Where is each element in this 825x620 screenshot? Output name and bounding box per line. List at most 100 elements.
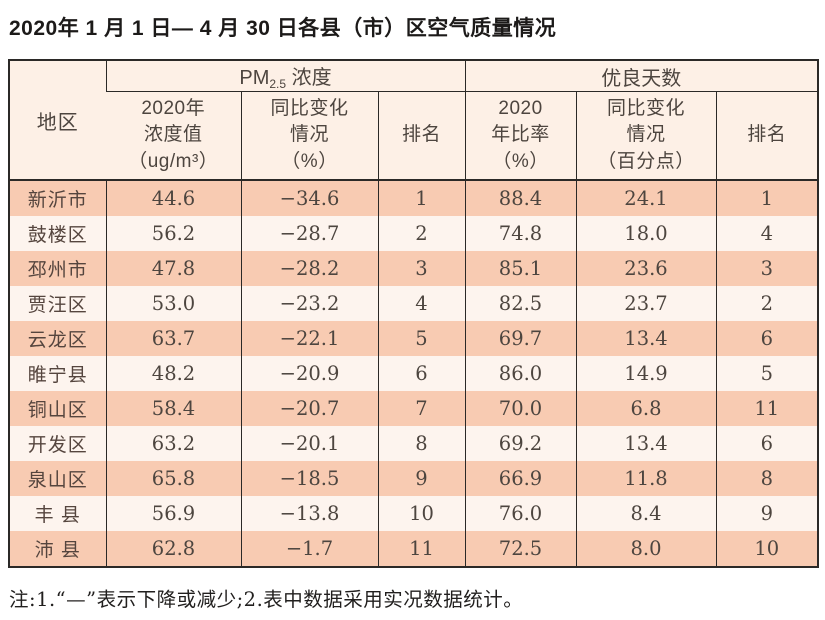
pm-value-cell: 63.7 bbox=[105, 321, 241, 356]
header-pm-rank: 排名 bbox=[377, 91, 466, 181]
ratio-rank-cell: 2 bbox=[715, 286, 819, 321]
pm-change-cell: −18.5 bbox=[240, 461, 378, 496]
ratio-change-cell: 23.7 bbox=[575, 286, 717, 321]
pm-rank-cell: 4 bbox=[377, 286, 466, 321]
pm-rank-cell: 10 bbox=[377, 496, 466, 531]
table-row: 开发区 63.2 −20.1 8 69.2 13.4 6 bbox=[9, 426, 819, 461]
ratio-rank-cell: 3 bbox=[715, 251, 819, 286]
pm-change-cell: −1.7 bbox=[240, 531, 378, 567]
table-row: 邳州市 47.8 −28.2 3 85.1 23.6 3 bbox=[9, 251, 819, 286]
ratio-change-cell: 14.9 bbox=[575, 356, 717, 391]
region-cell: 鼓楼区 bbox=[9, 216, 106, 251]
ratio-rank-cell: 6 bbox=[715, 426, 819, 461]
pm25-label: PM bbox=[239, 67, 270, 89]
region-cell: 贾汪区 bbox=[9, 286, 106, 321]
header-pm-value: 2020年 浓度值 （ug/m³） bbox=[106, 91, 241, 181]
footnote: 注:1.“—”表示下降或减少;2.表中数据采用实况数据统计。 bbox=[9, 588, 524, 611]
ratio-value-cell: 76.0 bbox=[464, 496, 577, 531]
pm-rank-cell: 3 bbox=[377, 251, 466, 286]
table-row: 泉山区 65.8 −18.5 9 66.9 11.8 8 bbox=[9, 461, 819, 496]
region-cell: 邳州市 bbox=[9, 251, 106, 286]
ratio-value-cell: 66.9 bbox=[464, 461, 577, 496]
ratio-rank-cell: 8 bbox=[715, 461, 819, 496]
pm-value-cell: 63.2 bbox=[105, 426, 241, 461]
table-row: 丰 县 56.9 −13.8 10 76.0 8.4 9 bbox=[9, 496, 819, 531]
header-pm-change: 同比变化 情况 （%） bbox=[240, 91, 378, 181]
ratio-change-cell: 6.8 bbox=[575, 391, 717, 426]
ratio-value-cell: 85.1 bbox=[464, 251, 577, 286]
pm-change-cell: −20.1 bbox=[240, 426, 378, 461]
ratio-rank-cell: 10 bbox=[715, 531, 819, 567]
ratio-change-cell: 8.4 bbox=[575, 496, 717, 531]
pm-change-cell: −28.7 bbox=[240, 216, 378, 251]
air-quality-table: 地区 PM2.5 浓度 优良天数 2020年 浓度值 （ug/m³） 同比变化 … bbox=[8, 59, 820, 568]
pm-rank-cell: 1 bbox=[377, 180, 466, 216]
header-ratio-rank: 排名 bbox=[715, 91, 819, 181]
ratio-value-cell: 72.5 bbox=[464, 531, 577, 567]
ratio-value-cell: 74.8 bbox=[464, 216, 577, 251]
pm-rank-cell: 2 bbox=[377, 216, 466, 251]
ratio-value-cell: 86.0 bbox=[464, 356, 577, 391]
header-pm25-group: PM2.5 浓度 bbox=[105, 60, 466, 92]
table-header: 地区 PM2.5 浓度 优良天数 2020年 浓度值 （ug/m³） 同比变化 … bbox=[9, 60, 819, 181]
pm25-subscript: 2.5 bbox=[269, 77, 287, 91]
table-row: 鼓楼区 56.2 −28.7 2 74.8 18.0 4 bbox=[9, 216, 819, 251]
region-cell: 泉山区 bbox=[9, 461, 106, 496]
table-row: 沛 县 62.8 −1.7 11 72.5 8.0 10 bbox=[9, 531, 819, 567]
pm-value-cell: 44.6 bbox=[105, 180, 241, 216]
region-cell: 新沂市 bbox=[9, 180, 106, 216]
pm25-suffix: 浓度 bbox=[286, 67, 332, 89]
ratio-change-cell: 18.0 bbox=[575, 216, 717, 251]
region-cell: 睢宁县 bbox=[9, 356, 106, 391]
ratio-value-cell: 88.4 bbox=[464, 180, 577, 216]
pm-value-cell: 65.8 bbox=[105, 461, 241, 496]
header-gooddays-group: 优良天数 bbox=[464, 60, 819, 92]
ratio-rank-cell: 6 bbox=[715, 321, 819, 356]
pm-change-cell: −20.7 bbox=[240, 391, 378, 426]
ratio-rank-cell: 4 bbox=[715, 216, 819, 251]
ratio-change-cell: 13.4 bbox=[575, 321, 717, 356]
pm-rank-cell: 8 bbox=[377, 426, 466, 461]
pm-rank-cell: 7 bbox=[377, 391, 466, 426]
pm-value-cell: 47.8 bbox=[105, 251, 241, 286]
pm-rank-cell: 9 bbox=[377, 461, 466, 496]
header-ratio-change: 同比变化 情况 （百分点） bbox=[575, 91, 717, 181]
ratio-change-cell: 11.8 bbox=[575, 461, 717, 496]
ratio-value-cell: 82.5 bbox=[464, 286, 577, 321]
region-cell: 开发区 bbox=[9, 426, 106, 461]
pm-value-cell: 56.9 bbox=[105, 496, 241, 531]
ratio-rank-cell: 9 bbox=[715, 496, 819, 531]
ratio-value-cell: 69.7 bbox=[464, 321, 577, 356]
pm-change-cell: −28.2 bbox=[240, 251, 378, 286]
table-row: 睢宁县 48.2 −20.9 6 86.0 14.9 5 bbox=[9, 356, 819, 391]
header-ratio-value: 2020 年比率 （%） bbox=[464, 91, 577, 181]
header-region: 地区 bbox=[9, 60, 106, 181]
ratio-change-cell: 23.6 bbox=[575, 251, 717, 286]
region-cell: 云龙区 bbox=[9, 321, 106, 356]
pm-change-cell: −13.8 bbox=[240, 496, 378, 531]
pm-value-cell: 53.0 bbox=[105, 286, 241, 321]
region-cell: 丰 县 bbox=[9, 496, 106, 531]
ratio-value-cell: 70.0 bbox=[464, 391, 577, 426]
table-row: 贾汪区 53.0 −23.2 4 82.5 23.7 2 bbox=[9, 286, 819, 321]
ratio-change-cell: 8.0 bbox=[575, 531, 717, 567]
pm-value-cell: 56.2 bbox=[105, 216, 241, 251]
pm-change-cell: −34.6 bbox=[240, 180, 378, 216]
pm-value-cell: 62.8 bbox=[105, 531, 241, 567]
pm-value-cell: 58.4 bbox=[105, 391, 241, 426]
header-sub-row: 2020年 浓度值 （ug/m³） 同比变化 情况 （%） 排名 2020 年比… bbox=[9, 91, 819, 181]
pm-rank-cell: 5 bbox=[377, 321, 466, 356]
pm-change-cell: −20.9 bbox=[240, 356, 378, 391]
ratio-change-cell: 13.4 bbox=[575, 426, 717, 461]
ratio-rank-cell: 11 bbox=[715, 391, 819, 426]
ratio-rank-cell: 5 bbox=[715, 356, 819, 391]
pm-value-cell: 48.2 bbox=[105, 356, 241, 391]
pm-rank-cell: 6 bbox=[377, 356, 466, 391]
table-row: 云龙区 63.7 −22.1 5 69.7 13.4 6 bbox=[9, 321, 819, 356]
ratio-change-cell: 24.1 bbox=[575, 180, 717, 216]
pm-change-cell: −23.2 bbox=[240, 286, 378, 321]
pm-rank-cell: 11 bbox=[377, 531, 466, 567]
header-group-row: 地区 PM2.5 浓度 优良天数 bbox=[9, 60, 819, 181]
ratio-rank-cell: 1 bbox=[715, 180, 819, 216]
